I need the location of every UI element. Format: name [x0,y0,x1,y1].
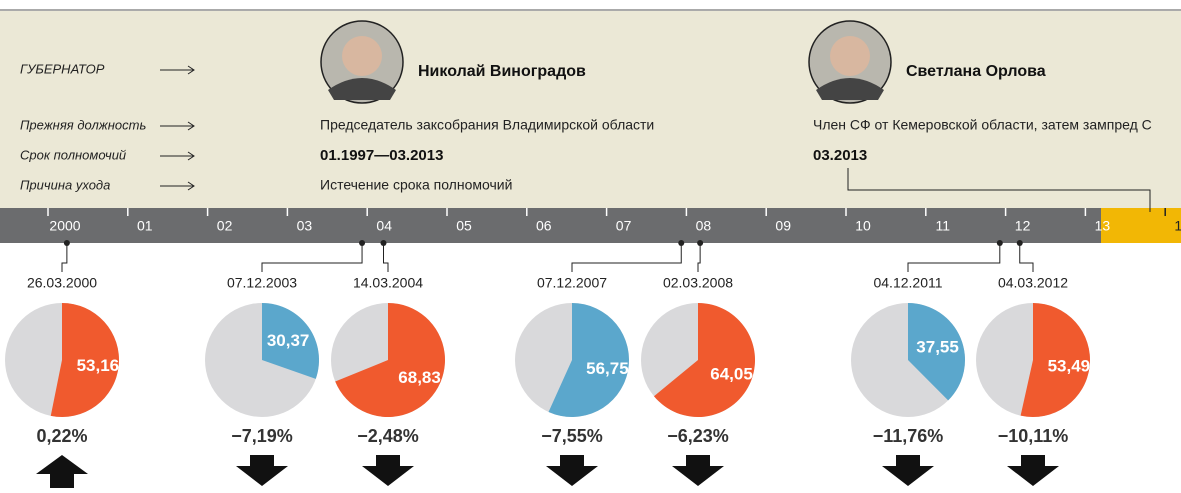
header-panel [0,11,1181,208]
election-date: 07.12.2003 [227,275,297,291]
year-label: 03 [297,218,313,234]
year-label: 01 [137,218,153,234]
pie-label: 64,05 [710,365,753,384]
arrow-down [546,455,598,486]
year-label: 09 [775,218,791,234]
change-label: −6,23% [667,426,729,446]
governor-name: Светлана Орлова [906,63,1046,80]
date-connector [698,243,700,272]
year-label: 07 [616,218,632,234]
page: {"header": {"rows": ["ГУБЕРНАТОР", "Преж… [0,0,1181,488]
portrait-face [830,36,870,76]
date-connector [1020,243,1033,272]
row-label: Срок полномочий [20,147,126,162]
change-label: −2,48% [357,426,419,446]
arrow-up [36,455,88,488]
arrow-down [882,455,934,486]
change-label: −10,11% [998,426,1069,446]
year-label: 11 [936,218,951,234]
timeline-bar [0,208,1181,243]
date-connector [262,243,362,272]
arrow-down [362,455,414,486]
year-label: 14 [1174,218,1181,234]
change-label: −7,55% [541,426,603,446]
infographic: ГУБЕРНАТОР Прежняя должность Срок полномоч… [0,0,1181,488]
pie-label: 56,75 [586,359,629,378]
date-connector [384,243,388,272]
pie-label: 53,16 [77,356,120,375]
election-date: 04.03.2012 [998,275,1068,291]
date-connector [62,243,67,272]
year-label: 13 [1095,218,1111,234]
pie-label: 53,49 [1048,356,1091,375]
row-label: Прежняя должность [20,117,146,132]
timeline-highlight [1101,208,1181,243]
pie-label: 37,55 [916,337,959,356]
change-label: 0,22% [36,426,87,446]
governor-position: Член СФ от Кемеровской области, затем за… [813,117,1152,133]
governor-term: 01.1997—03.2013 [320,147,443,164]
date-connector [908,243,1000,272]
governor-position: Председатель заксобрания Владимирской об… [320,117,654,133]
year-label: 12 [1015,218,1031,234]
governor-term: 03.2013 [813,147,867,164]
election-date: 26.03.2000 [27,275,97,291]
arrow-down [236,455,288,486]
year-label: 10 [855,218,871,234]
arrow-down [672,455,724,486]
election-date: 14.03.2004 [353,275,423,291]
date-connector [572,243,681,272]
arrow-down [1007,455,1059,486]
year-label: 05 [456,218,472,234]
change-label: −7,19% [231,426,293,446]
portrait-face [342,36,382,76]
election-date: 04.12.2011 [873,275,942,291]
year-label: 08 [696,218,712,234]
year-label: 04 [376,218,392,234]
row-label: Причина ухода [20,177,110,192]
year-label: 2000 [49,218,80,234]
change-label: −11,76% [873,426,944,446]
election-date: 07.12.2007 [537,275,607,291]
governor-name: Николай Виноградов [418,63,586,80]
pie-label: 68,83 [398,368,441,387]
election-date: 02.03.2008 [663,275,733,291]
year-label: 06 [536,218,552,234]
year-label: 02 [217,218,233,234]
pie-label: 30,37 [267,331,310,350]
row-label: ГУБЕРНАТОР [20,61,105,76]
governor-reason: Истечение срока полномочий [320,177,512,193]
